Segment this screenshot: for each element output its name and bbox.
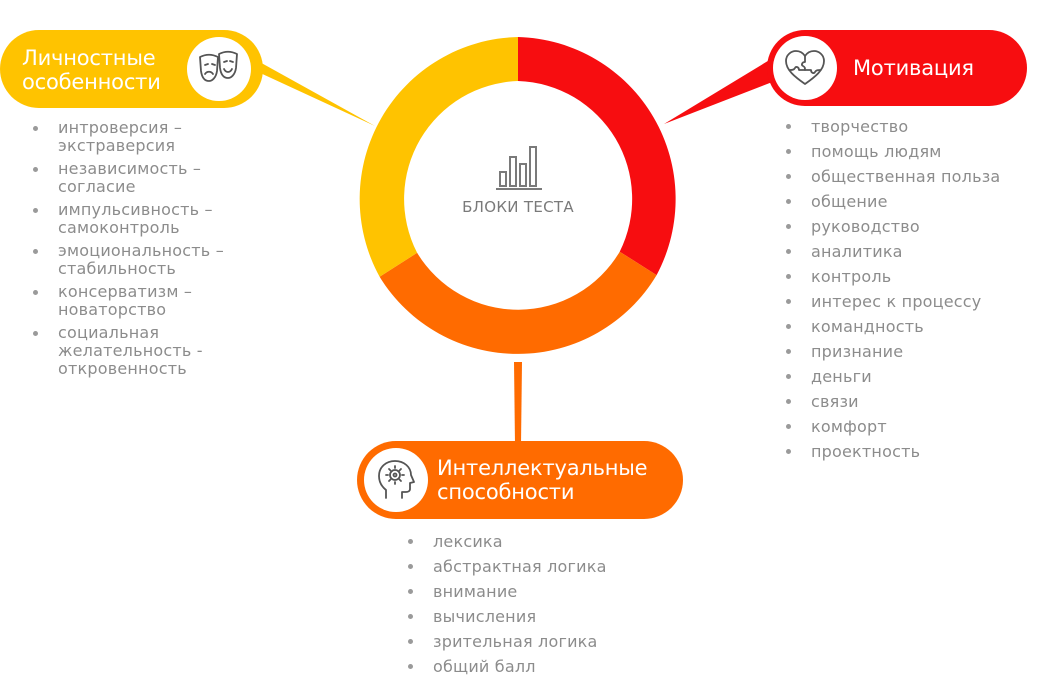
block-header-motivation: Мотивация [767, 30, 1027, 106]
list-item: импульсивность – самоконтроль [30, 201, 270, 237]
list-item: вычисления [405, 604, 705, 629]
list-intellect: лексика абстрактная логика внимание вычи… [405, 529, 705, 679]
list-item: интерес к процессу [783, 289, 1049, 314]
ring-segment-intellect [379, 251, 657, 354]
center-label: БЛОКИ ТЕСТА [462, 198, 574, 216]
block-title-intellect: Интеллектуальные способности [437, 456, 648, 504]
list-item: признание [783, 339, 1049, 364]
block-header-personal: Личностные особенности [0, 30, 263, 108]
list-item: деньги [783, 364, 1049, 389]
list-item: связи [783, 389, 1049, 414]
ring-segment-motivation [518, 37, 676, 276]
list-item: аналитика [783, 239, 1049, 264]
connector-intellect [514, 362, 522, 445]
list-motivation: творчество помощь людям общественная пол… [783, 114, 1049, 464]
icon-holder-intellect [364, 448, 428, 512]
list-item: независимость – согласие [30, 160, 270, 196]
list-item: лексика [405, 529, 705, 554]
list-item: зрительная логика [405, 629, 705, 654]
connector-motivation [664, 50, 798, 124]
block-header-intellect: Интеллектуальные способности [357, 441, 683, 519]
list-item: руководство [783, 214, 1049, 239]
list-item: командность [783, 314, 1049, 339]
connector-personal [232, 60, 375, 126]
ring-segment-personal [359, 37, 518, 277]
list-item: контроль [783, 264, 1049, 289]
icon-holder-personal [187, 37, 251, 101]
list-item: общественная польза [783, 164, 1049, 189]
bar-chart-icon [496, 146, 542, 190]
heart-puzzle-icon [785, 50, 825, 85]
list-item: эмоциональность – стабильность [30, 242, 270, 278]
list-item: консерватизм – новаторство [30, 283, 270, 319]
icon-holder-motivation [773, 36, 837, 100]
list-item: общий балл [405, 654, 705, 679]
list-item: творчество [783, 114, 1049, 139]
list-item: проектность [783, 439, 1049, 464]
list-item: общение [783, 189, 1049, 214]
block-title-motivation: Мотивация [853, 56, 974, 80]
head-gear-icon [378, 460, 415, 499]
list-item: социальная желательность - откровенность [30, 324, 270, 378]
list-item: комфорт [783, 414, 1049, 439]
theater-masks-icon [199, 50, 238, 82]
list-item: помощь людям [783, 139, 1049, 164]
list-item: внимание [405, 579, 705, 604]
list-item: интроверсия – экстраверсия [30, 119, 270, 155]
list-personal: интроверсия – экстраверсия независимость… [30, 119, 270, 383]
block-title-personal: Личностные особенности [22, 46, 161, 94]
list-item: абстрактная логика [405, 554, 705, 579]
